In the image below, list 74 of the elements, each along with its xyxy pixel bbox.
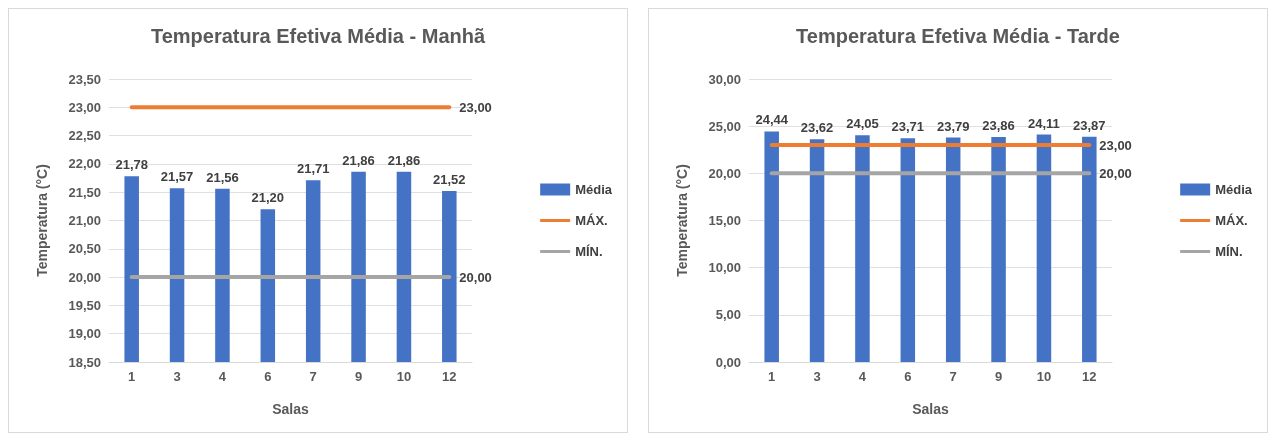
y-tick-label: 18,50 <box>68 354 101 370</box>
data-label: 20,00 <box>1099 165 1132 181</box>
x-tick-label: 12 <box>1082 369 1097 384</box>
x-axis-title: Salas <box>912 401 949 417</box>
data-label: 21,56 <box>206 169 239 185</box>
y-tick-label: 20,00 <box>708 165 741 181</box>
data-label: 21,57 <box>160 169 194 185</box>
chart-title: Temperatura Efetiva Média - Manhã <box>150 25 486 47</box>
data-label: 24,44 <box>755 112 789 128</box>
bar <box>945 137 961 362</box>
x-tick-label: 1 <box>128 369 136 384</box>
data-label: 20,00 <box>459 269 492 285</box>
y-axis-title: Temperatura (°C) <box>674 164 690 277</box>
y-tick-label: 10,00 <box>708 260 741 276</box>
x-tick-label: 7 <box>309 369 317 384</box>
x-tick-label: 12 <box>442 369 457 384</box>
x-tick-label: 6 <box>904 369 912 384</box>
x-tick-label: 1 <box>768 369 776 384</box>
x-tick-label: 3 <box>813 369 821 384</box>
bar <box>1036 134 1052 362</box>
y-tick-label: 22,00 <box>68 156 101 172</box>
data-label: 24,11 <box>1028 115 1060 131</box>
x-tick-label: 4 <box>858 369 867 384</box>
y-tick-label: 30,00 <box>708 71 741 87</box>
bar <box>809 139 825 362</box>
data-label: 21,71 <box>296 161 330 177</box>
legend-label: MÍN. <box>1215 244 1243 259</box>
data-label: 21,52 <box>433 172 466 188</box>
x-tick-label: 10 <box>1036 369 1052 384</box>
y-tick-label: 0,00 <box>715 354 741 370</box>
chart-title: Temperatura Efetiva Média - Tarde <box>796 25 1120 47</box>
bar <box>1082 136 1097 362</box>
x-tick-label: 9 <box>354 369 363 384</box>
y-tick-label: 20,50 <box>68 241 101 257</box>
data-label: 24,05 <box>846 116 879 132</box>
legend-label: MÍN. <box>575 244 603 259</box>
bar <box>855 135 870 362</box>
y-tick-label: 25,00 <box>708 118 741 134</box>
y-tick-label: 23,00 <box>68 99 101 115</box>
x-tick-label: 4 <box>218 369 227 384</box>
bar <box>764 131 779 362</box>
data-label: 23,79 <box>936 118 970 134</box>
data-label: 23,87 <box>1073 117 1106 133</box>
data-label: 23,71 <box>891 119 925 135</box>
y-tick-label: 21,00 <box>68 213 101 228</box>
bar <box>991 136 1006 362</box>
data-label: 23,00 <box>1099 137 1132 153</box>
y-tick-label: 5,00 <box>715 307 741 323</box>
x-tick-label: 3 <box>173 369 181 384</box>
legend-label: MÁX. <box>1215 213 1248 228</box>
data-label: 21,78 <box>115 157 148 173</box>
x-axis-title: Salas <box>272 401 309 417</box>
y-tick-label: 22,50 <box>68 128 101 144</box>
legend-label: Média <box>575 182 613 197</box>
data-label: 23,00 <box>459 99 492 115</box>
data-label: 23,86 <box>982 117 1015 133</box>
legend-label: MÁX. <box>575 213 608 228</box>
data-label: 21,86 <box>342 152 375 168</box>
x-tick-label: 6 <box>264 369 272 384</box>
legend-label: Média <box>1215 182 1253 197</box>
data-label: 21,20 <box>251 190 285 206</box>
data-label: 21,86 <box>387 152 421 168</box>
y-tick-label: 19,50 <box>68 297 101 313</box>
y-tick-label: 23,50 <box>68 71 101 87</box>
y-tick-label: 21,50 <box>68 184 101 200</box>
data-label: 23,62 <box>800 120 834 136</box>
y-axis-title: Temperatura (°C) <box>34 164 50 277</box>
y-tick-label: 20,00 <box>68 269 101 285</box>
x-tick-label: 9 <box>994 369 1003 384</box>
x-tick-label: 10 <box>396 369 412 384</box>
x-tick-label: 7 <box>949 369 957 384</box>
y-tick-label: 15,00 <box>708 213 741 228</box>
bar <box>900 138 916 362</box>
y-tick-label: 19,00 <box>68 326 101 342</box>
